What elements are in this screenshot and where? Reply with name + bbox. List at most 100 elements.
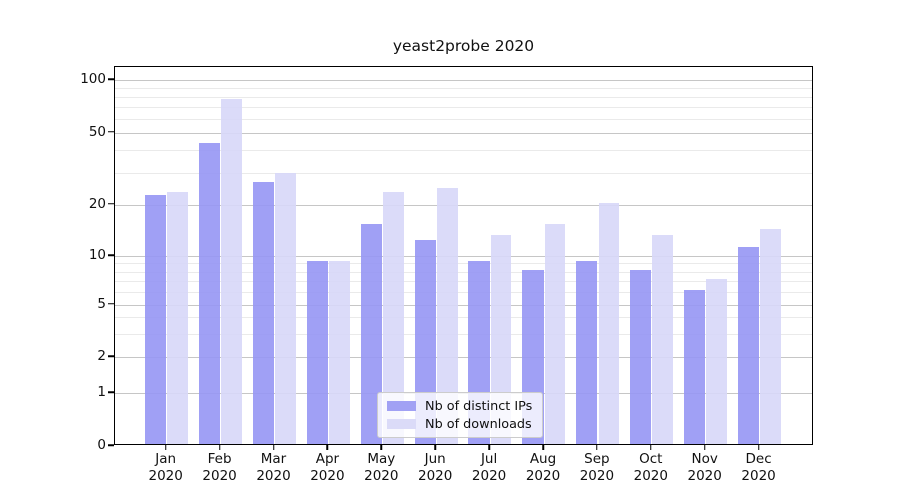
y-gridline-minor <box>115 291 812 293</box>
y-tick-label: 0 <box>97 437 106 453</box>
x-tick-month: Jul <box>480 451 498 467</box>
x-tick-label: Nov 2020 <box>670 451 740 485</box>
chart-title: yeast2probe 2020 <box>392 37 535 55</box>
x-tick-year: 2020 <box>148 468 183 484</box>
y-gridline-major <box>115 304 812 306</box>
y-gridline-minor <box>115 172 812 174</box>
x-tick-month: Mar <box>260 451 287 467</box>
bar-distinct-ips <box>360 223 382 444</box>
x-tick-year: 2020 <box>364 468 399 484</box>
bar-downloads <box>221 99 242 444</box>
legend-swatch-downloads <box>387 419 416 429</box>
legend-item-distinct-ips: Nb of distinct IPs <box>378 397 542 415</box>
y-gridline-minor <box>115 88 812 90</box>
x-tick-label: Jun 2020 <box>400 451 470 485</box>
x-tick-mark <box>164 445 167 450</box>
bar-distinct-ips <box>737 246 760 444</box>
y-gridline-minor <box>115 107 812 109</box>
y-tick-mark <box>108 391 114 393</box>
y-tick-mark <box>108 254 114 256</box>
bar-downloads <box>760 229 781 444</box>
y-gridline-major <box>115 357 812 358</box>
y-tick-label: 1 <box>97 384 106 400</box>
y-gridline-minor <box>115 263 812 265</box>
bar-downloads <box>706 278 728 444</box>
bar-distinct-ips <box>198 142 221 444</box>
y-tick-label: 20 <box>88 195 106 212</box>
bar-distinct-ips <box>145 195 167 444</box>
y-tick-mark <box>108 78 114 81</box>
x-tick-mark <box>380 445 383 450</box>
x-tick-year: 2020 <box>202 468 237 484</box>
y-tick-label: 50 <box>88 123 106 140</box>
x-tick-mark <box>488 445 490 450</box>
x-tick-label: Oct 2020 <box>616 451 686 485</box>
x-tick-year: 2020 <box>256 468 291 484</box>
y-gridline-minor <box>115 280 812 282</box>
y-tick-mark <box>108 202 114 205</box>
y-tick-mark <box>108 355 114 357</box>
x-tick-year: 2020 <box>418 468 453 484</box>
bar-distinct-ips <box>684 289 706 444</box>
x-tick-year: 2020 <box>741 468 776 484</box>
x-tick-year: 2020 <box>633 468 668 484</box>
y-gridline-minor <box>115 333 812 335</box>
legend-swatch-distinct-ips <box>387 401 416 411</box>
y-gridline-minor <box>115 317 812 319</box>
x-tick-month: Aug <box>529 451 557 467</box>
y-gridline-minor <box>115 118 812 120</box>
bar-downloads <box>329 261 350 444</box>
x-tick-label: Dec 2020 <box>724 451 794 485</box>
x-tick-year: 2020 <box>579 468 615 484</box>
x-tick-month: Oct <box>639 451 663 467</box>
bar-downloads <box>275 173 296 444</box>
x-tick-label: Apr 2020 <box>292 451 362 485</box>
y-gridline-minor <box>115 97 812 99</box>
legend-item-downloads: Nb of downloads <box>378 415 542 433</box>
bar-downloads <box>436 188 458 444</box>
y-gridline-minor <box>115 271 812 273</box>
x-tick-mark <box>703 445 706 450</box>
x-tick-mark <box>326 445 329 450</box>
bar-distinct-ips <box>306 261 328 444</box>
bar-downloads <box>167 191 189 444</box>
x-tick-month: Nov <box>691 451 718 467</box>
x-tick-mark <box>650 445 652 450</box>
x-tick-year: 2020 <box>310 468 345 484</box>
x-tick-mark <box>542 445 544 450</box>
x-tick-label: Jul 2020 <box>454 451 524 485</box>
y-gridline-major <box>115 80 812 82</box>
x-tick-month: Jan <box>155 451 177 467</box>
y-tick-label: 100 <box>80 71 106 88</box>
y-gridline-major <box>115 132 812 134</box>
x-tick-label: Jan 2020 <box>131 451 201 485</box>
x-tick-label: Sep 2020 <box>562 451 632 485</box>
bar-downloads <box>652 234 674 444</box>
y-tick-label: 2 <box>97 348 106 364</box>
x-tick-label: Feb 2020 <box>185 451 255 485</box>
bar-distinct-ips <box>252 181 275 444</box>
y-gridline-major <box>115 204 812 206</box>
bar-downloads <box>544 223 566 444</box>
x-tick-label: Aug 2020 <box>508 451 578 485</box>
bar-distinct-ips <box>630 269 652 444</box>
x-tick-mark <box>434 445 436 450</box>
legend-label: Nb of downloads <box>425 416 532 432</box>
y-gridline-minor <box>115 150 812 152</box>
plot-area <box>114 66 813 445</box>
x-tick-mark <box>218 445 221 450</box>
x-tick-month: May <box>367 451 396 467</box>
y-tick-mark <box>108 130 114 133</box>
bar-downloads <box>382 191 404 444</box>
x-tick-label: May 2020 <box>346 451 416 485</box>
y-tick-label: 10 <box>88 247 106 263</box>
x-tick-month: Feb <box>207 451 232 467</box>
x-tick-month: Sep <box>584 451 610 467</box>
legend-label: Nb of distinct IPs <box>425 398 533 414</box>
x-tick-year: 2020 <box>687 468 722 484</box>
y-gridline-major <box>115 256 812 257</box>
x-tick-month: Jun <box>424 451 446 467</box>
y-tick-mark <box>108 444 114 446</box>
x-tick-mark <box>757 445 760 450</box>
